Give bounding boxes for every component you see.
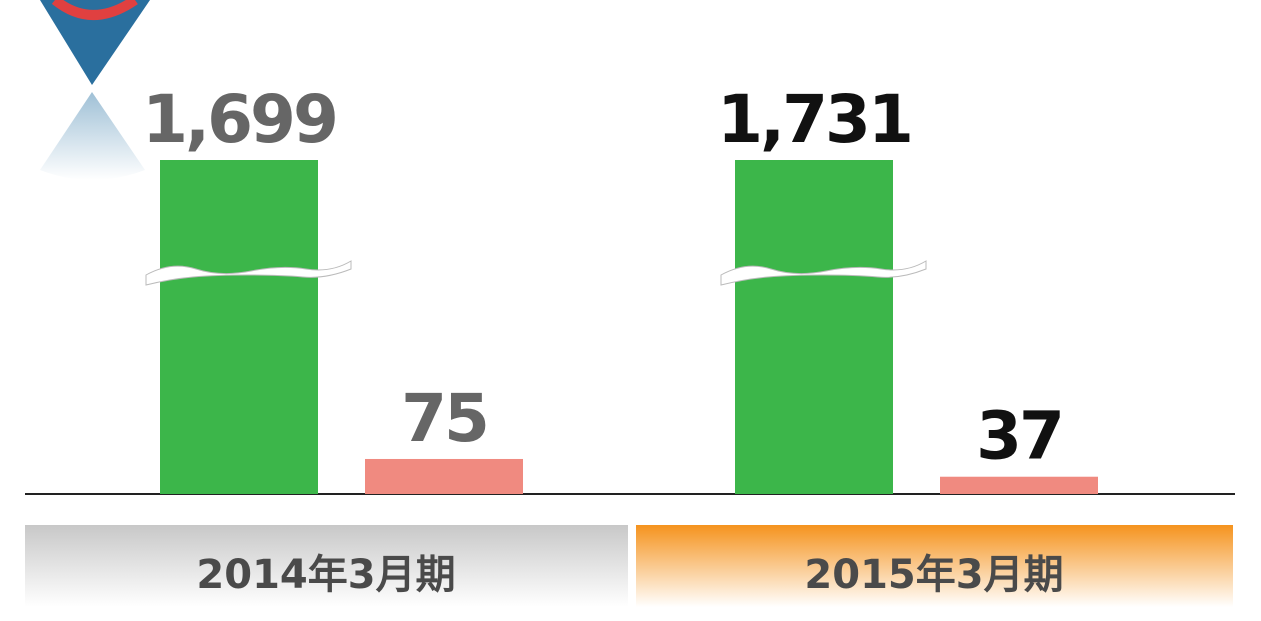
- x-tick-label: 2015年3月期: [804, 552, 1063, 598]
- category-band: [636, 525, 1233, 607]
- bar: [365, 458, 523, 494]
- data-label: 1,699: [142, 81, 336, 158]
- x-tick-label: 2014年3月期: [196, 552, 455, 598]
- data-label: 1,731: [717, 81, 911, 158]
- data-label: 37: [976, 398, 1062, 475]
- axis-break: [145, 260, 352, 286]
- bar: [160, 160, 318, 494]
- category-band: [25, 525, 628, 607]
- axis-break: [720, 260, 927, 286]
- pin-icon: [40, 0, 150, 180]
- bar: [940, 476, 1098, 494]
- data-label: 75: [401, 380, 487, 457]
- bar: [735, 160, 893, 494]
